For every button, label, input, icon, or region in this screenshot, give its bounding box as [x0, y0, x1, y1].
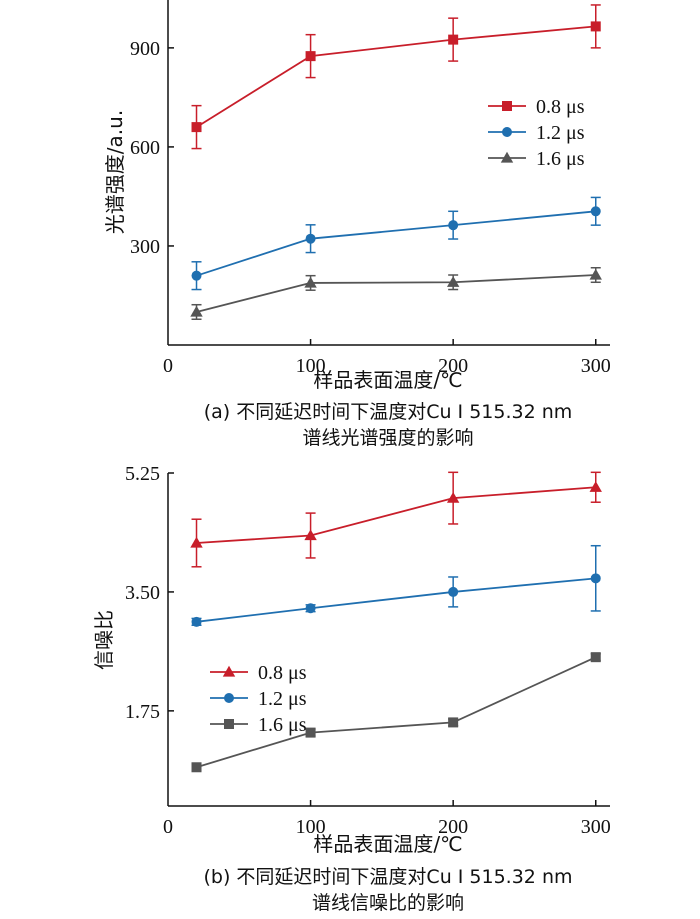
chart-b-x-tick-label: 0 [163, 816, 173, 838]
chart-b-legend-label: 0.8 μs [258, 662, 307, 684]
chart-a-y-tick-label: 600 [130, 137, 160, 159]
chart-b-legend-marker [222, 665, 236, 677]
chart-a-series-line-2 [196, 274, 596, 313]
chart-a-x-axis-label: 样品表面温度/℃ [313, 368, 462, 392]
chart-a-intensity: 0 100 200 300 300 600 900 0.8 μs 1.2 μs 1.6 μs 光… [103, 0, 611, 449]
chart-b-point [590, 652, 601, 663]
chart-b-point [191, 762, 202, 773]
chart-a-point [589, 268, 602, 280]
chart-a-caption-line1: (a) 不同延迟时间下温度对Cu Ⅰ 515.32 nm [204, 401, 573, 423]
chart-a-y-tick-label: 900 [130, 38, 160, 60]
chart-b-point [448, 717, 459, 728]
chart-a-point [191, 270, 202, 281]
chart-a-point [590, 21, 601, 32]
chart-b-x-tick-label: 200 [438, 816, 468, 838]
chart-b-caption-line2: 谱线信噪比的影响 [312, 892, 464, 914]
chart-b-series [190, 471, 602, 773]
chart-b-legend-label: 1.2 μs [258, 688, 307, 710]
chart-b-point [446, 491, 460, 503]
chart-b-legend-label: 1.6 μs [258, 714, 307, 736]
chart-a-ticks: 0 100 200 300 300 600 900 [130, 38, 611, 377]
chart-b-y-tick-label: 3.50 [125, 582, 160, 604]
chart-a-x-tick-label: 0 [163, 355, 173, 377]
chart-b-point [305, 603, 316, 614]
chart-a-point [590, 206, 601, 217]
chart-a-caption-line2: 谱线光谱强度的影响 [302, 427, 473, 449]
chart-b-snr: 0 100 200 300 1.75 3.50 5.25 0.8 μs 1.2 μs 1.6 μ… [92, 463, 611, 914]
chart-b-ticks: 0 100 200 300 1.75 3.50 5.25 [125, 463, 611, 838]
chart-b-point [304, 529, 317, 541]
chart-a-series-line-1 [196, 210, 596, 277]
chart-b-series-line-2 [196, 656, 597, 769]
chart-a-legend-label: 1.6 μs [536, 148, 585, 170]
chart-b-y-axis-label: 信噪比 [92, 610, 116, 670]
chart-a-x-tick-label: 200 [438, 355, 468, 377]
chart-b-series-line-1 [196, 577, 596, 623]
chart-b-legend: 0.8 μs 1.2 μs 1.6 μs [210, 662, 307, 736]
chart-b-point [191, 616, 202, 627]
chart-a-legend-marker [500, 151, 514, 163]
chart-a-x-tick-label: 100 [296, 355, 326, 377]
chart-a-legend-marker [502, 101, 512, 111]
chart-b-caption-line1: (b) 不同延迟时间下温度对Cu Ⅰ 515.32 nm [204, 866, 573, 888]
chart-b-point [305, 727, 316, 738]
chart-a-point [304, 276, 317, 288]
chart-a-series-line-0 [196, 25, 596, 128]
chart-b-series-line-0 [196, 486, 596, 544]
chart-a-legend: 0.8 μs 1.2 μs 1.6 μs [488, 96, 585, 170]
chart-b-point [590, 573, 601, 584]
chart-a-legend-marker [502, 127, 512, 137]
chart-a-y-axis-label: 光谱强度/a.u. [103, 110, 127, 234]
chart-b-x-tick-label: 300 [581, 816, 611, 838]
chart-b-legend-marker [224, 719, 234, 729]
chart-b-legend-marker [224, 693, 234, 703]
chart-a-point [190, 305, 203, 317]
chart-a-point [191, 122, 202, 133]
chart-a-legend-label: 1.2 μs [536, 122, 585, 144]
chart-b-point [589, 481, 602, 492]
chart-b-x-tick-label: 100 [296, 816, 326, 838]
chart-a-legend-label: 0.8 μs [536, 96, 585, 118]
chart-b-y-tick-label: 1.75 [125, 701, 160, 723]
chart-a-point [446, 276, 460, 287]
chart-a-x-tick-label: 300 [581, 355, 611, 377]
chart-a-point [448, 220, 459, 231]
chart-a-point [305, 51, 316, 62]
chart-a-point [448, 34, 459, 45]
chart-b-x-axis-label: 样品表面温度/℃ [313, 832, 462, 856]
chart-b-point [190, 536, 203, 548]
chart-a-y-tick-label: 300 [130, 236, 160, 258]
chart-a-series [190, 4, 602, 320]
chart-b-y-tick-label: 5.25 [125, 463, 160, 485]
chart-b-point [448, 586, 459, 597]
chart-a-point [305, 233, 316, 244]
